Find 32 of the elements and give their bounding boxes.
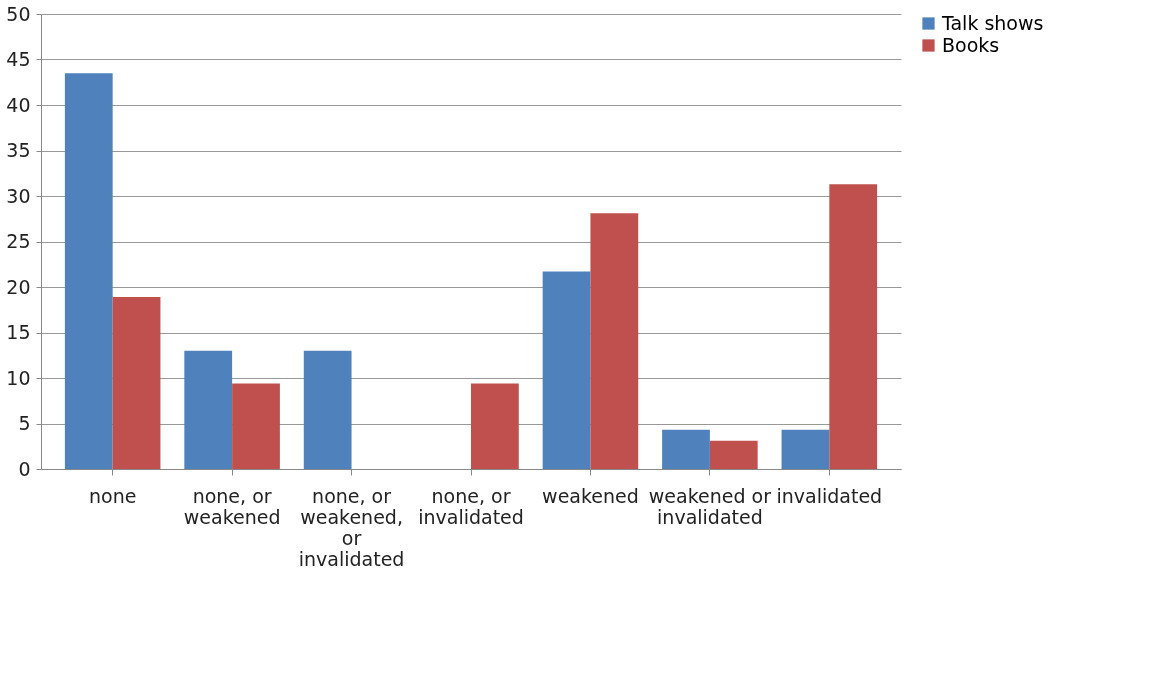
bar xyxy=(64,73,113,469)
bar xyxy=(542,271,591,469)
x-tick-label: none xyxy=(88,484,137,507)
y-tick-label: 25 xyxy=(6,230,31,252)
bar xyxy=(709,440,758,469)
bar xyxy=(781,429,830,469)
bar xyxy=(112,297,161,469)
x-tick-label: invalidated xyxy=(776,484,883,507)
y-tick-label: 15 xyxy=(6,321,31,343)
x-tick-label: none, or invalidated xyxy=(418,484,524,528)
bar xyxy=(829,184,878,469)
x-tick-label: none, or weakened xyxy=(183,484,281,528)
x-tick-label: weakened or invalidated xyxy=(648,484,772,528)
y-tick-label: 20 xyxy=(6,275,31,298)
y-tick-label: 50 xyxy=(6,2,31,25)
y-tick-label: 5 xyxy=(18,412,31,434)
y-tick-label: 45 xyxy=(6,48,31,70)
x-tick-label: none, or weakened, or invalidated xyxy=(298,484,405,570)
bar xyxy=(662,429,710,469)
bar xyxy=(184,350,233,469)
bar xyxy=(590,213,639,469)
bar xyxy=(471,383,519,469)
bar xyxy=(303,350,352,469)
y-tick-label: 40 xyxy=(6,93,31,116)
x-tick-label: weakened xyxy=(542,484,639,507)
y-tick-label: 35 xyxy=(6,139,31,161)
y-tick-label: 10 xyxy=(6,366,31,389)
legend-label: Talk shows xyxy=(941,11,1044,34)
y-tick-label: 0 xyxy=(18,457,31,480)
y-tick-label: 30 xyxy=(6,184,31,207)
bar xyxy=(232,383,280,469)
legend-label: Books xyxy=(942,33,1000,56)
